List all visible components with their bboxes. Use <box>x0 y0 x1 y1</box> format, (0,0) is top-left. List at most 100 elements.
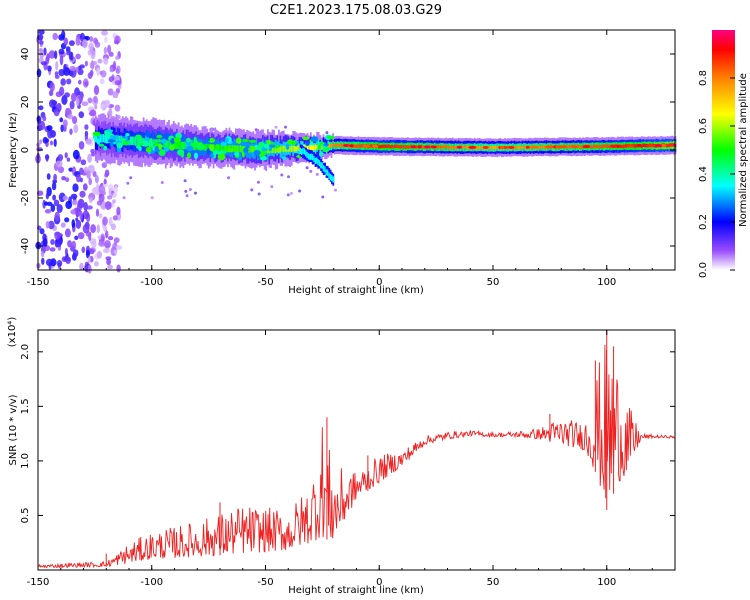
signal-blob <box>186 145 194 152</box>
downward-branch-cell <box>320 162 322 169</box>
noise-speckle <box>71 200 78 206</box>
signal-highlight <box>430 145 437 149</box>
x-tick-label: -50 <box>257 277 273 288</box>
noise-speckle <box>309 169 313 173</box>
signal-highlight <box>570 145 578 149</box>
signal-blob <box>268 144 276 148</box>
signal-highlight <box>660 143 667 147</box>
noise-speckle <box>45 192 50 200</box>
downward-branch-cell <box>321 162 324 169</box>
snr-plot-area <box>38 330 675 570</box>
signal-band-cell <box>282 145 285 152</box>
noise-speckle <box>284 125 287 129</box>
signal-band-cell <box>399 145 401 149</box>
signal-blob <box>236 137 242 144</box>
noise-speckle <box>94 175 99 184</box>
noise-speckle <box>112 60 117 71</box>
signal-blob <box>305 141 310 146</box>
signal-band-cell <box>219 144 221 152</box>
noise-speckle <box>110 223 116 231</box>
signal-band-cell <box>493 146 495 150</box>
noise-speckle <box>61 30 66 40</box>
noise-speckle <box>96 182 99 193</box>
noise-speckle <box>100 103 106 110</box>
spectrogram-y-ticks: -40 -20 0 20 40 <box>20 48 675 254</box>
noise-speckle <box>49 140 54 146</box>
snr-series-line <box>37 344 676 569</box>
signal-band-cell <box>129 136 132 145</box>
noise-speckle <box>90 49 96 60</box>
noise-speckle <box>57 154 64 162</box>
noise-speckle <box>54 211 60 222</box>
noise-speckle <box>59 86 65 96</box>
noise-speckle <box>63 37 69 46</box>
signal-blob <box>234 151 240 157</box>
noise-speckle <box>97 235 102 240</box>
signal-band-cell <box>379 145 382 149</box>
noise-speckle <box>112 215 118 221</box>
noise-speckle <box>53 138 57 147</box>
signal-band-cell <box>467 145 470 149</box>
signal-band-cell <box>228 144 231 152</box>
spectrogram-x-ticks: -150 -100 -50 0 50 100 <box>27 30 676 288</box>
signal-band-cell <box>383 144 385 149</box>
noise-speckle <box>185 194 189 198</box>
noise-speckle <box>90 151 96 157</box>
noise-speckle <box>68 40 75 46</box>
signal-highlight <box>468 145 477 149</box>
noise-speckle <box>105 230 109 239</box>
signal-blob <box>266 139 272 145</box>
snr-y-multiplier: (x10⁴) <box>7 317 18 348</box>
downward-branch-cell <box>310 153 313 160</box>
signal-band-cell <box>333 143 336 147</box>
signal-highlight <box>530 145 539 149</box>
noise-speckle <box>85 138 92 145</box>
downward-branch-cell <box>301 148 303 156</box>
spectrogram-x-axis-label: Height of straight line (km) <box>288 285 424 296</box>
noise-speckle <box>60 124 64 133</box>
downward-branch-cell <box>331 175 333 182</box>
noise-speckle <box>78 79 82 85</box>
noise-speckle <box>64 152 68 159</box>
noise-speckle <box>82 210 90 220</box>
noise-speckle <box>69 128 73 135</box>
noise-speckle <box>61 95 68 105</box>
noise-speckle <box>75 66 80 73</box>
signal-band-cell <box>604 144 607 148</box>
signal-band-cell <box>278 146 280 153</box>
noise-speckle <box>61 176 66 181</box>
signal-band-cell <box>524 145 527 149</box>
noise-speckle <box>114 104 121 112</box>
noise-speckle <box>107 44 112 54</box>
noise-speckle <box>42 115 47 122</box>
signal-band-cell <box>137 137 140 146</box>
noise-speckle <box>111 190 115 194</box>
noise-speckle <box>87 49 91 56</box>
signal-highlight <box>482 146 489 149</box>
signal-blob <box>134 134 142 140</box>
signal-band-cell <box>104 134 107 143</box>
noise-speckle <box>50 204 56 212</box>
signal-band-cell <box>292 145 295 152</box>
signal-band-cell <box>190 142 193 150</box>
signal-band-cell <box>273 146 275 153</box>
noise-speckle <box>44 209 52 214</box>
signal-band-cell <box>166 140 169 149</box>
noise-speckle <box>79 190 86 198</box>
signal-band-cell <box>341 143 344 148</box>
noise-speckle <box>113 39 120 45</box>
signal-band-cell <box>235 145 237 153</box>
signal-blob <box>120 138 126 142</box>
noise-speckle <box>62 119 68 128</box>
signal-blob <box>268 146 272 152</box>
signal-band-cell <box>386 144 389 148</box>
noise-speckle <box>105 256 112 261</box>
noise-speckle <box>78 141 85 150</box>
signal-band-cell <box>274 146 277 154</box>
signal-band-cell <box>465 145 468 149</box>
noise-speckle <box>53 173 57 181</box>
signal-band-cell <box>370 144 373 148</box>
colorbar-label: Normalized spectral amplitude <box>738 73 749 227</box>
signal-band-cell <box>639 144 642 148</box>
noise-speckle <box>64 247 68 256</box>
